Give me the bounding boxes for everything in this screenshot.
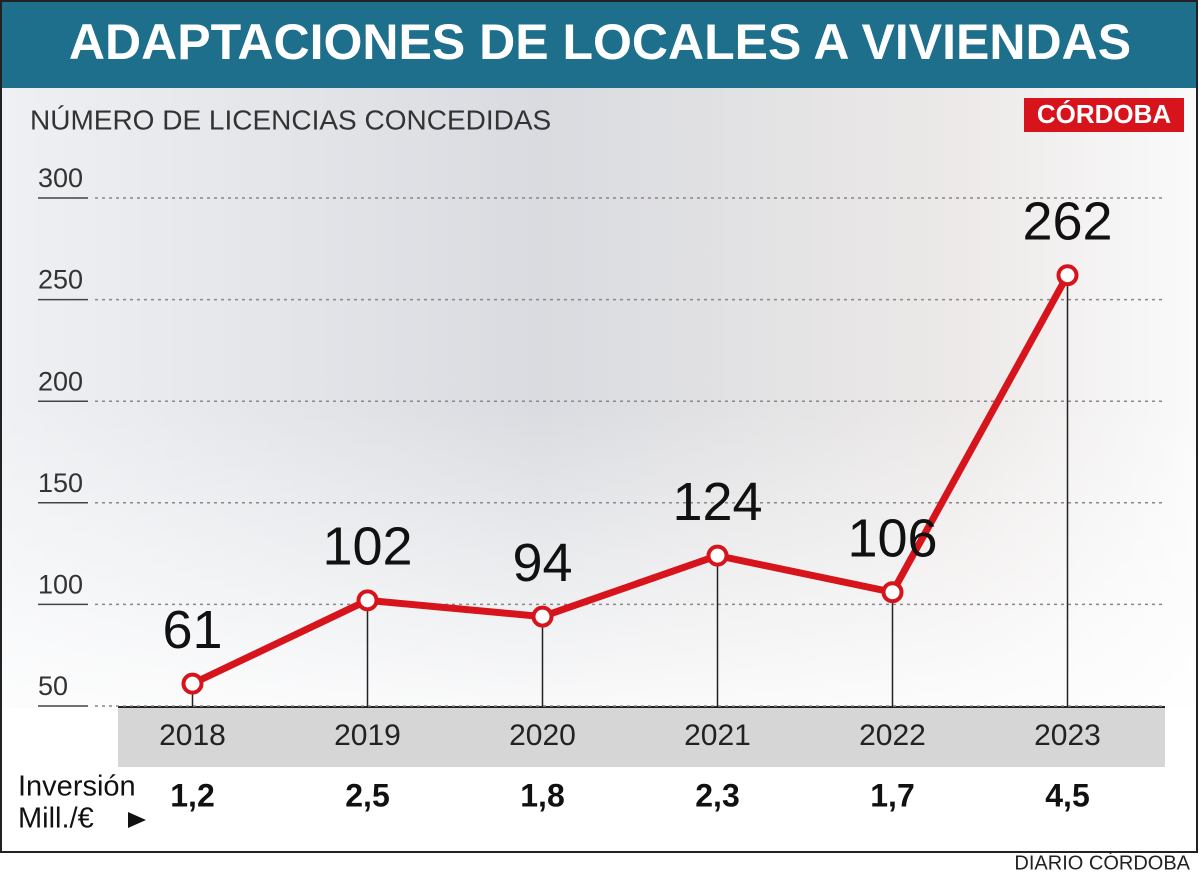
investment-label: Inversión <box>18 771 136 803</box>
y-tick-label: 200 <box>38 366 83 396</box>
data-point <box>881 581 904 604</box>
data-label: 102 <box>322 517 412 577</box>
title-bar <box>2 2 1196 88</box>
data-label: 94 <box>512 533 572 593</box>
data-label: 124 <box>672 472 762 532</box>
data-line <box>190 273 1071 687</box>
data-label: 262 <box>1022 191 1112 251</box>
investment-value: 1,8 <box>520 777 564 813</box>
data-point <box>356 589 379 612</box>
data-label: 61 <box>162 600 222 660</box>
data-point <box>531 605 554 628</box>
source: DIARIO CÓRDOBA <box>1014 851 1190 874</box>
y-tick-label: 150 <box>38 468 83 498</box>
badge: CÓRDOBA <box>1037 99 1172 129</box>
background-fade <box>2 400 1196 708</box>
y-tick-label: 300 <box>38 163 83 193</box>
data-point <box>1056 264 1079 287</box>
x-tick-label: 2019 <box>334 719 401 752</box>
badge-box <box>1024 98 1184 132</box>
investment-value: 2,3 <box>695 777 739 813</box>
y-tick-label: 50 <box>38 671 68 701</box>
arrow-icon <box>128 812 146 828</box>
y-tick-label: 100 <box>38 570 83 600</box>
x-tick-label: 2023 <box>1034 719 1101 752</box>
investment-value: 1,2 <box>170 777 214 813</box>
x-tick-label: 2021 <box>684 719 751 752</box>
x-tick-label: 2018 <box>159 719 226 752</box>
x-tick-label: 2022 <box>859 719 926 752</box>
y-tick-label: 250 <box>38 265 83 295</box>
category-band <box>118 707 1165 767</box>
data-point <box>706 544 729 567</box>
investment-value: 4,5 <box>1045 777 1089 813</box>
chart-title: ADAPTACIONES DE LOCALES A VIVIENDAS <box>69 14 1131 70</box>
investment-value: 2,5 <box>345 777 389 813</box>
chart-subtitle: NÚMERO DE LICENCIAS CONCEDIDAS <box>30 104 551 135</box>
data-point <box>181 672 204 695</box>
data-label: 106 <box>847 508 937 568</box>
investment-label: Mill./€ <box>18 803 94 835</box>
x-tick-label: 2020 <box>509 719 576 752</box>
investment-value: 1,7 <box>870 777 914 813</box>
